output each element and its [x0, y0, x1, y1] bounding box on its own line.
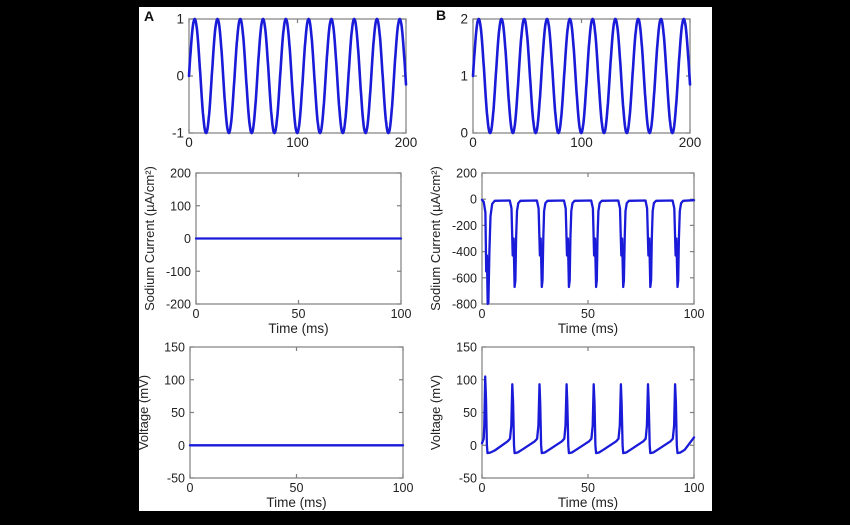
y-tick-label: 0 [176, 69, 184, 84]
y-tick-label: 100 [170, 199, 191, 213]
x-tick-label: 200 [395, 135, 418, 150]
y-tick-label: 200 [170, 167, 191, 181]
panel-label-a: A [144, 8, 155, 24]
x-tick-label: 0 [469, 135, 477, 150]
x-tick-label: 50 [581, 307, 595, 321]
y-tick-label: -200 [166, 298, 191, 312]
y-tick-label: -50 [459, 472, 477, 486]
x-axis-label: Time (ms) [266, 495, 326, 510]
y-tick-label: -1 [172, 126, 184, 141]
panel-label-b: B [436, 7, 447, 23]
x-tick-label: 0 [479, 307, 486, 321]
x-tick-label: 50 [292, 307, 306, 321]
y-tick-label: 50 [463, 406, 477, 420]
x-tick-label: 100 [286, 135, 309, 150]
y-tick-label: 0 [470, 439, 477, 453]
y-tick-label: -100 [166, 265, 191, 279]
x-tick-label: 0 [187, 481, 194, 495]
y-tick-label: 100 [164, 373, 185, 387]
x-axis-label: Time (ms) [558, 495, 618, 510]
series-line-voltage [480, 375, 696, 455]
y-tick-label: 100 [456, 373, 477, 387]
x-axis-label: Time (ms) [268, 321, 328, 336]
y-axis-label: Voltage (mV) [428, 375, 443, 450]
y-axis-label: Sodium Current (µA/cm²) [428, 166, 443, 311]
series-line-sodium-current [480, 198, 696, 306]
y-axis-label: Sodium Current (µA/cm²) [142, 166, 157, 311]
x-tick-label: 100 [391, 307, 412, 321]
x-tick-label: 100 [684, 481, 705, 495]
y-tick-label: 0 [470, 193, 477, 207]
y-tick-label: -600 [452, 271, 477, 285]
x-tick-label: 0 [193, 307, 200, 321]
y-tick-label: -50 [167, 472, 185, 486]
y-tick-label: 0 [178, 439, 185, 453]
x-tick-label: 50 [290, 481, 304, 495]
x-axis-label: Time (ms) [558, 321, 618, 336]
subplot-b1: 0 100 200 0 1 2 [460, 12, 701, 151]
x-tick-label: 200 [679, 135, 702, 150]
series-line-stimulus [471, 17, 692, 135]
x-tick-label: 100 [393, 481, 414, 495]
x-tick-label: 50 [581, 481, 595, 495]
y-tick-label: -200 [452, 219, 477, 233]
y-tick-label: 150 [456, 341, 477, 355]
x-tick-label: 0 [479, 481, 486, 495]
y-tick-label: 0 [460, 126, 468, 141]
y-tick-label: -800 [452, 298, 477, 312]
axes-box-a3 [189, 346, 404, 479]
y-tick-label: 1 [460, 69, 468, 84]
subplot-b2: 0 50 100 -800 -600 -400 -200 0 200 Time (ms) Sodiu… [428, 166, 704, 336]
x-tick-label: 100 [570, 135, 593, 150]
x-tick-label: 100 [684, 307, 705, 321]
y-tick-label: 2 [460, 12, 468, 27]
y-tick-label: 150 [164, 341, 185, 355]
y-tick-label: 1 [176, 12, 184, 27]
x-tick-label: 0 [185, 135, 193, 150]
y-axis-label: Voltage (mV) [136, 375, 151, 450]
subplot-a2: 0 50 100 -200 -100 0 100 200 Time (ms) Sodium Cur… [142, 166, 411, 336]
y-tick-label: -400 [452, 245, 477, 259]
y-tick-label: 50 [171, 406, 185, 420]
y-tick-label: 0 [184, 232, 191, 246]
subplot-a1: 0 100 200-101 [172, 12, 417, 151]
series-line-stimulus [187, 17, 408, 135]
y-tick-label: 200 [456, 167, 477, 181]
